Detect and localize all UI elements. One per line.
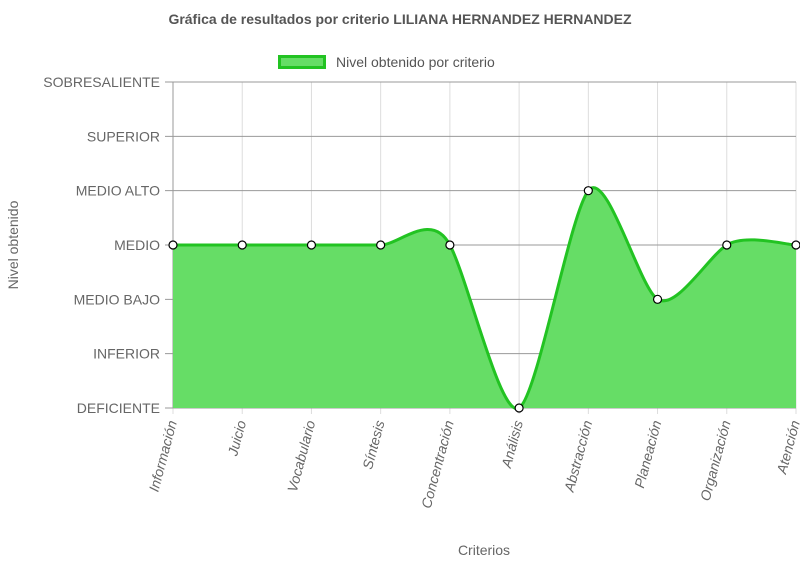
- legend[interactable]: Nivel obtenido por criterio: [278, 52, 495, 72]
- x-tick-label: Síntesis: [359, 419, 387, 471]
- data-point: [722, 240, 732, 250]
- x-tick-label: Análisis: [498, 419, 526, 471]
- x-tick-label: Concentración: [418, 418, 457, 510]
- data-point: [168, 240, 178, 250]
- x-tick-label: Atención: [773, 418, 800, 476]
- x-tick-label: Juicio: [224, 418, 249, 458]
- legend-label: Nivel obtenido por criterio: [336, 54, 495, 70]
- data-point: [652, 294, 663, 304]
- data-point: [445, 240, 455, 250]
- y-tick-label: MEDIO: [114, 237, 160, 253]
- y-tick-label: MEDIO ALTO: [76, 183, 160, 199]
- y-axis-title: Nivel obtenido: [5, 200, 21, 289]
- chart-title: Gráfica de resultados por criterio LILIA…: [168, 11, 632, 27]
- x-tick-label: Planeación: [631, 418, 664, 489]
- x-tick-label: Organización: [697, 418, 734, 502]
- x-axis-title: Criterios: [458, 542, 510, 558]
- data-point: [306, 240, 317, 250]
- series-area-fill: [173, 187, 796, 409]
- legend-swatch: [278, 55, 326, 69]
- data-point: [514, 403, 524, 413]
- x-tick-label: Vocabulario: [284, 418, 319, 493]
- y-tick-label: SUPERIOR: [87, 128, 160, 144]
- y-tick-label: SOBRESALIENTE: [43, 74, 160, 90]
- y-tick-label: MEDIO BAJO: [74, 291, 160, 307]
- data-point: [791, 240, 800, 250]
- y-tick-label: INFERIOR: [93, 346, 160, 362]
- y-tick-label: DEFICIENTE: [77, 400, 160, 416]
- data-point: [376, 240, 386, 250]
- series-line: [173, 186, 797, 410]
- x-tick-label: Abstracción: [561, 418, 596, 494]
- data-point: [583, 186, 593, 196]
- x-tick-label: Información: [146, 418, 180, 493]
- data-point: [237, 240, 247, 250]
